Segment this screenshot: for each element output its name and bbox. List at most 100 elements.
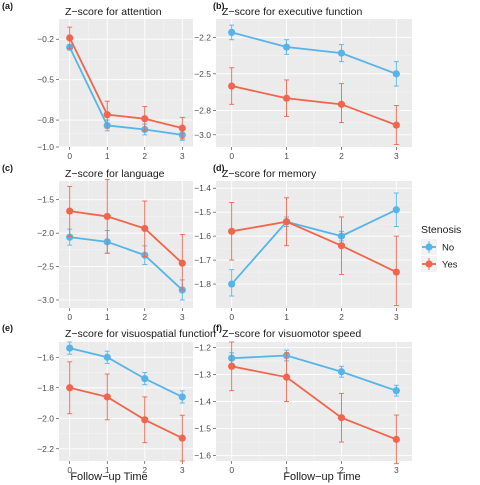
series-line: [69, 386, 183, 439]
data-point: [228, 28, 236, 37]
series-line: [68, 46, 183, 136]
x-tick-label: 3: [180, 312, 185, 322]
y-tick-label: −1.5: [194, 424, 211, 434]
panel-tag: (b): [213, 1, 225, 11]
y-tick-label: −1.6: [194, 451, 211, 461]
series-no: [66, 43, 186, 141]
data-point: [66, 344, 74, 352]
x-tick-label: 2: [142, 151, 147, 161]
x-tick-label: 0: [67, 465, 72, 475]
y-tick-label: −1.8: [37, 383, 54, 393]
x-tick-label: 3: [180, 465, 185, 475]
data-point: [66, 34, 74, 42]
data-point: [103, 212, 111, 221]
data-point: [392, 206, 400, 214]
y-tick-label: −0.5: [37, 75, 54, 85]
x-tick-label: 2: [339, 312, 344, 322]
series-line: [68, 37, 183, 130]
panel-title: Z−score for memory: [222, 168, 317, 180]
data-point: [178, 259, 186, 267]
x-tick-label: 0: [229, 312, 234, 322]
data-point: [282, 43, 291, 51]
y-tick-label: −1.6: [37, 352, 54, 362]
series-line: [231, 85, 397, 126]
legend-key-point: [425, 243, 433, 251]
series-line: [231, 31, 397, 75]
y-tick-label: −3.0: [194, 130, 211, 140]
y-tick-label: −2.0: [37, 228, 54, 238]
series-line: [69, 347, 183, 398]
series-line: [231, 365, 397, 441]
data-point: [228, 227, 236, 235]
y-tick-label: −2.5: [37, 262, 54, 272]
data-point: [228, 362, 236, 370]
series-line: [231, 208, 397, 285]
data-point: [392, 435, 400, 443]
x-tick-label: 0: [67, 151, 72, 161]
panels: −0.2 −0.5 −0.8 −1.0 0 1 2 3 (a) Z−score for atten…: [2, 1, 412, 475]
series-yes: [66, 361, 186, 462]
series-yes: [66, 26, 186, 140]
series-line: [69, 210, 183, 264]
data-point: [282, 94, 291, 102]
data-point: [337, 100, 346, 108]
series-line: [69, 236, 183, 291]
y-tick-label: −1.8: [194, 279, 211, 289]
data-point: [178, 124, 186, 132]
data-point: [141, 224, 149, 233]
y-tick-label: −2.8: [194, 105, 211, 115]
panel-tag: (e): [2, 323, 13, 333]
y-tick-label: −2.2: [37, 444, 54, 454]
data-point: [337, 242, 346, 250]
data-point: [392, 121, 400, 129]
y-tick-label: −2.5: [194, 69, 211, 79]
x-tick-label: 1: [284, 151, 289, 161]
panel-title: Z−score for language: [65, 168, 165, 180]
y-tick-label: −1.5: [37, 195, 54, 205]
y-tick-label: −1.4: [194, 397, 211, 407]
y-tick-label: −0.8: [37, 115, 54, 125]
legend-label: Yes: [442, 260, 458, 271]
series-line: [231, 220, 397, 273]
series-no: [228, 24, 400, 87]
x-tick-label: 1: [284, 312, 289, 322]
data-point: [178, 434, 186, 442]
data-point: [103, 393, 111, 401]
y-tick-label: −1.3: [194, 369, 211, 379]
y-tick-label: −3.0: [37, 295, 54, 305]
data-point: [141, 416, 149, 424]
x-tick-label: 2: [142, 465, 147, 475]
panel-e: −1.6 −1.8 −2.0 −2.2 0 1 2 3 (e) Z−score for visuo…: [2, 323, 216, 475]
panel-d: −1.4 −1.5 −1.6 −1.7 −1.8 0 1 2 3 (d)Z−score for m…: [194, 163, 412, 322]
series-yes: [66, 179, 186, 291]
y-tick-label: −1.5: [194, 207, 211, 217]
x-tick-label: 1: [105, 312, 110, 322]
x-tick-label: 0: [229, 151, 234, 161]
panel-tag: (a): [2, 1, 13, 11]
legend-item-yes: Yes: [421, 256, 458, 272]
x-tick-label: 2: [339, 151, 344, 161]
series-line: [231, 354, 397, 392]
x-tick-label: 1: [105, 151, 110, 161]
panel-title: Z−score for visuomotor speed: [222, 328, 361, 340]
data-point: [103, 353, 111, 361]
y-tick-label: −1.6: [194, 231, 211, 241]
data-point: [178, 393, 186, 401]
x-tick-label: 1: [105, 465, 110, 475]
x-tick-label: 3: [394, 465, 399, 475]
y-tick-label: −1.0: [37, 142, 54, 152]
data-point: [228, 280, 236, 288]
legend-item-no: No: [421, 239, 454, 255]
legend-key-point: [425, 260, 433, 268]
series-yes: [228, 197, 400, 307]
data-point: [66, 207, 74, 215]
series-no: [228, 349, 400, 397]
legend-title: Stenosis: [421, 224, 461, 236]
x-tick-label: 3: [394, 312, 399, 322]
legend-label: No: [442, 243, 454, 254]
data-point: [392, 268, 400, 276]
series-no: [66, 341, 186, 404]
data-point: [282, 373, 291, 381]
data-point: [228, 82, 236, 90]
x-tick-label: 0: [229, 465, 234, 475]
